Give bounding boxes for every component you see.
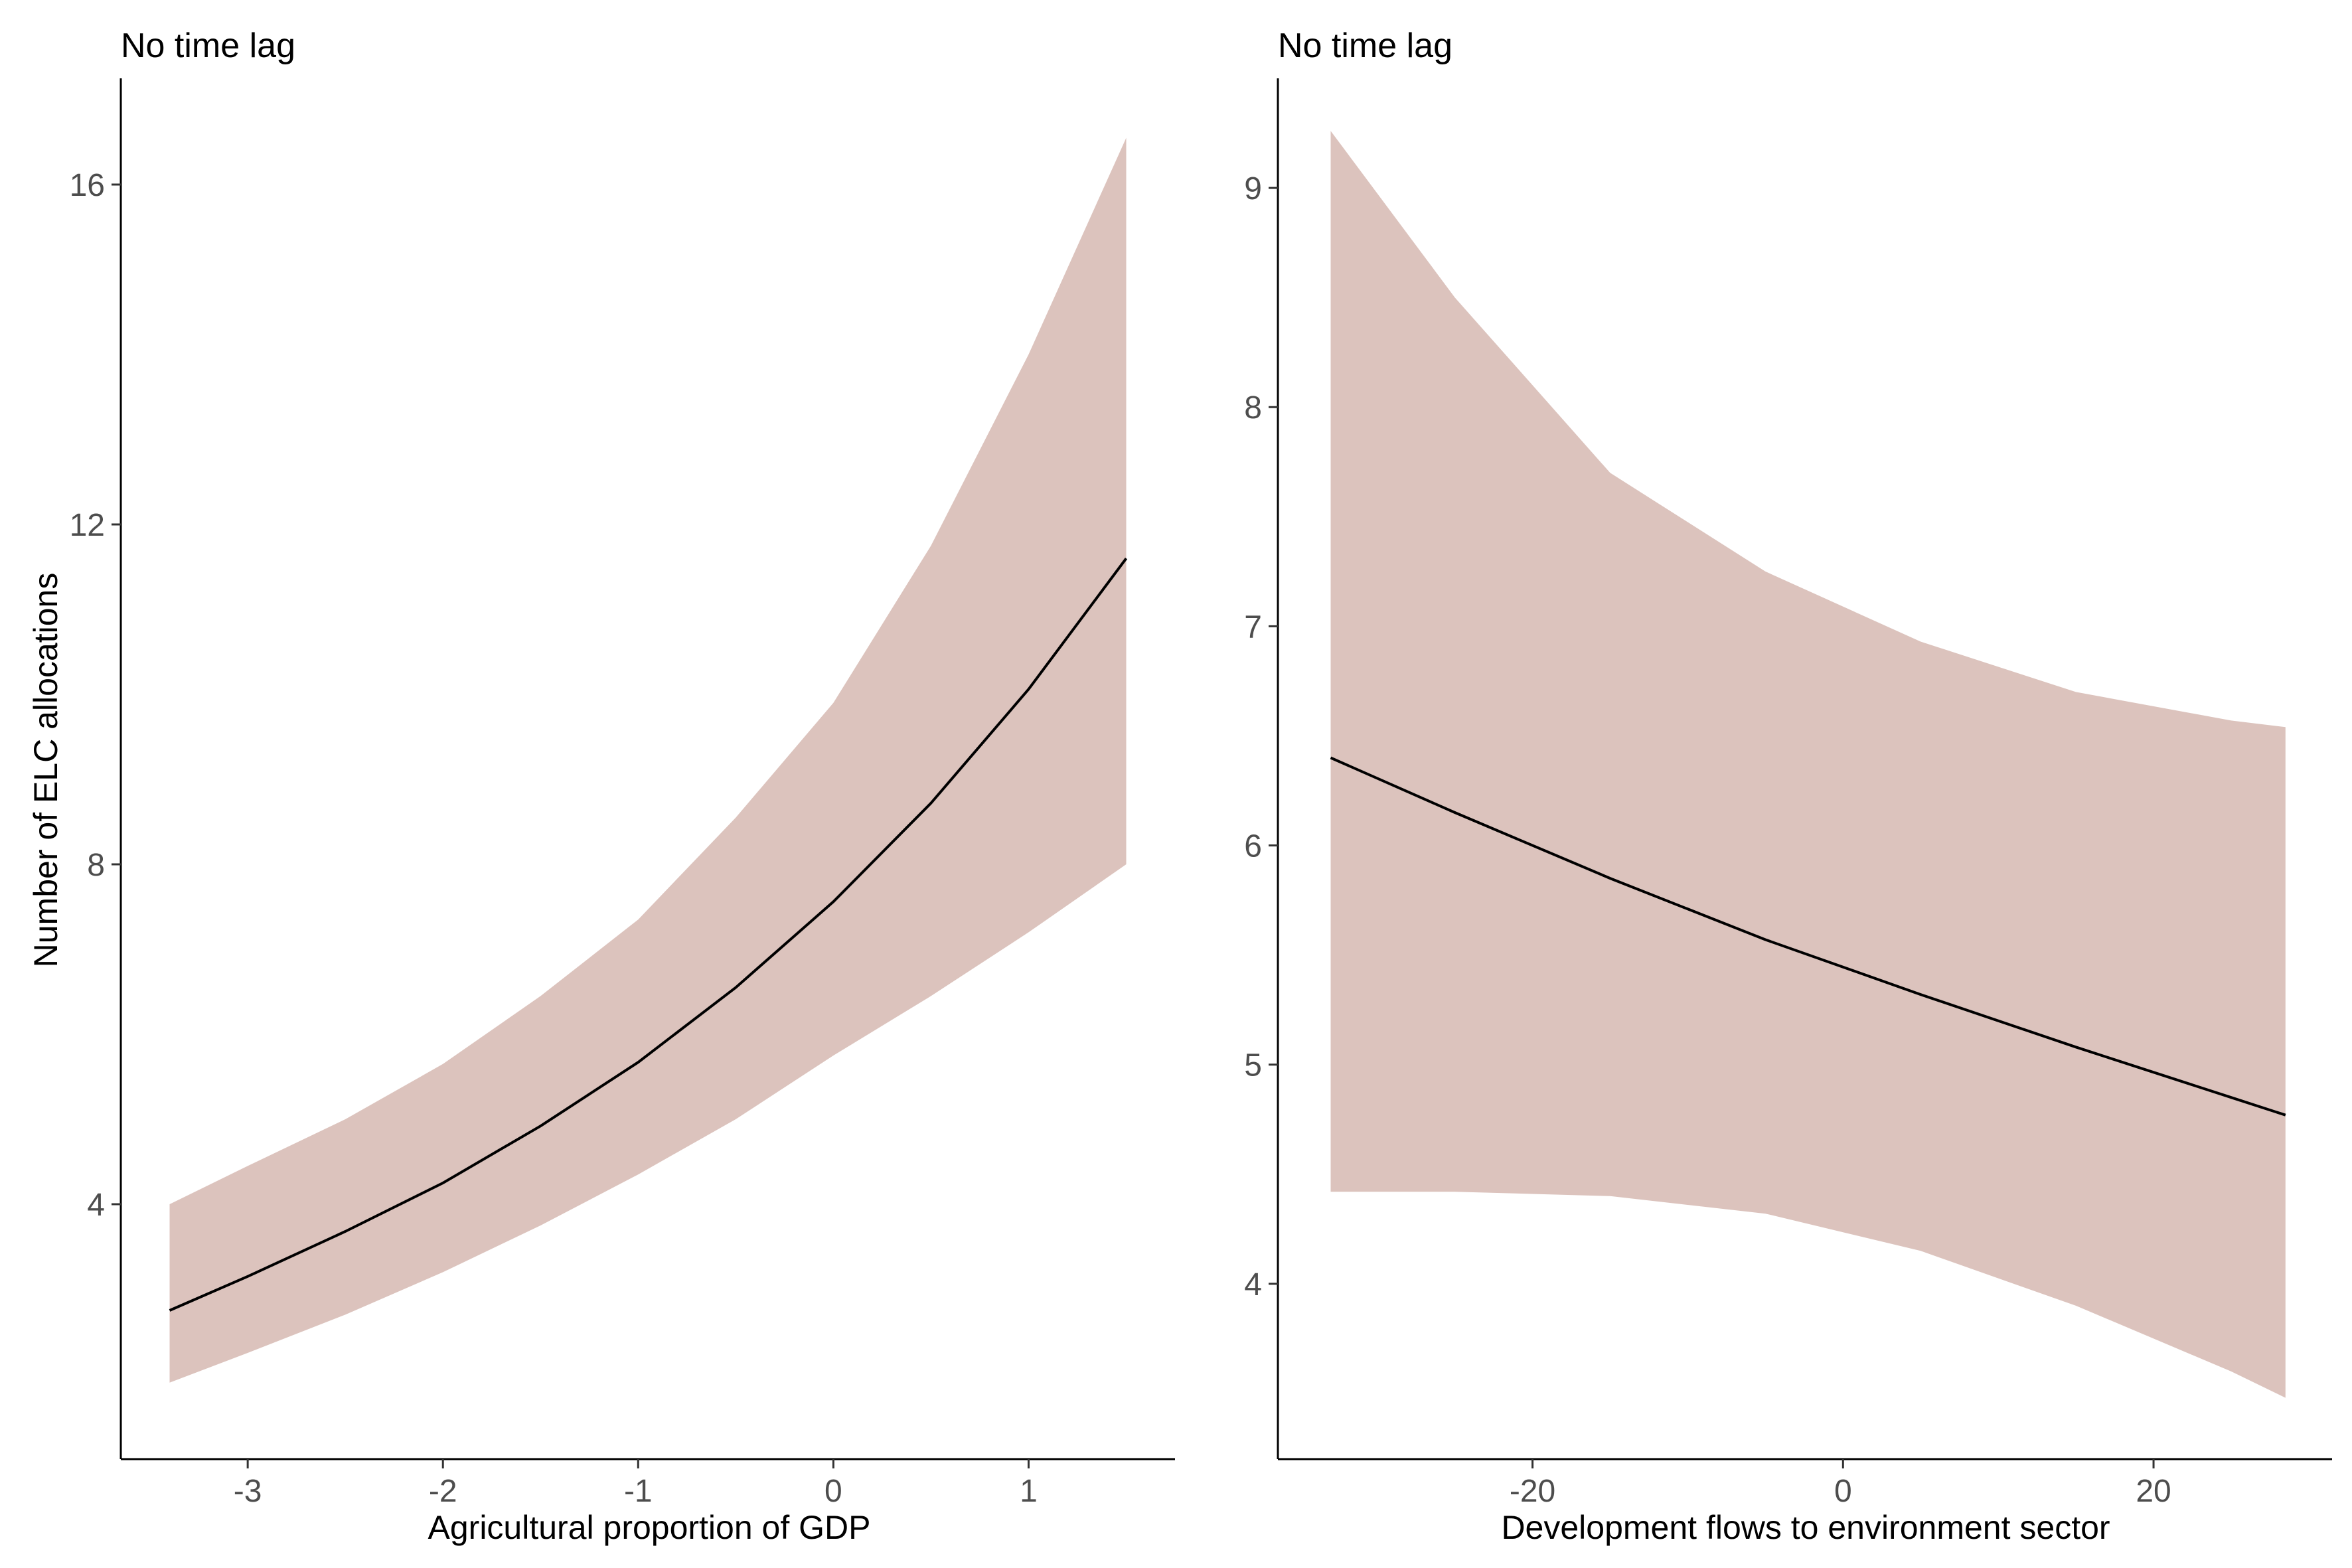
left-x-tick-label: 1 — [1020, 1474, 1038, 1509]
right-x-tick-label: -20 — [1510, 1474, 1555, 1509]
left-x-axis-title: Agricultural proportion of GDP — [428, 1509, 871, 1546]
right-panel: No time lag Development flows to environ… — [1244, 27, 2332, 1546]
right-y-tick-label: 4 — [1244, 1267, 1262, 1302]
left-plot-area: 4 8 12 16 -3 -2 -1 0 1 — [70, 78, 1175, 1509]
left-x-tick-label: -3 — [234, 1474, 262, 1509]
left-panel-title: No time lag — [121, 27, 295, 65]
left-y-axis-title: Number of ELC allocations — [27, 573, 64, 968]
right-fitted-line — [1330, 756, 2286, 1117]
right-x-axis-title: Development flows to environment sector — [1501, 1509, 2110, 1546]
right-y-tick-label: 5 — [1244, 1048, 1262, 1083]
right-plot-area: 4 5 6 7 8 9 -20 0 20 — [1244, 78, 2332, 1509]
left-y-tick-label: 8 — [87, 848, 105, 883]
right-x-tick-label: 0 — [1834, 1474, 1852, 1509]
right-panel-title: No time lag — [1278, 27, 1452, 65]
left-panel: No time lag Number of ELC allocations Ag… — [27, 27, 1175, 1546]
right-x-tick-label: 20 — [2136, 1474, 2171, 1509]
right-y-tick-label: 6 — [1244, 829, 1262, 864]
left-y-tick-label: 12 — [70, 508, 105, 543]
left-y-tick-label: 16 — [70, 168, 105, 203]
left-x-tick-label: -2 — [429, 1474, 457, 1509]
left-x-tick-label: -1 — [624, 1474, 653, 1509]
right-confidence-ribbon — [1330, 131, 2286, 1398]
left-fitted-line — [169, 558, 1128, 1312]
right-y-tick-label: 8 — [1244, 390, 1262, 426]
left-y-tick-label: 4 — [87, 1188, 105, 1223]
right-y-tick-label: 9 — [1244, 171, 1262, 206]
left-confidence-ribbon — [169, 137, 1127, 1383]
right-y-tick-label: 7 — [1244, 609, 1262, 645]
left-x-tick-label: 0 — [824, 1474, 842, 1509]
